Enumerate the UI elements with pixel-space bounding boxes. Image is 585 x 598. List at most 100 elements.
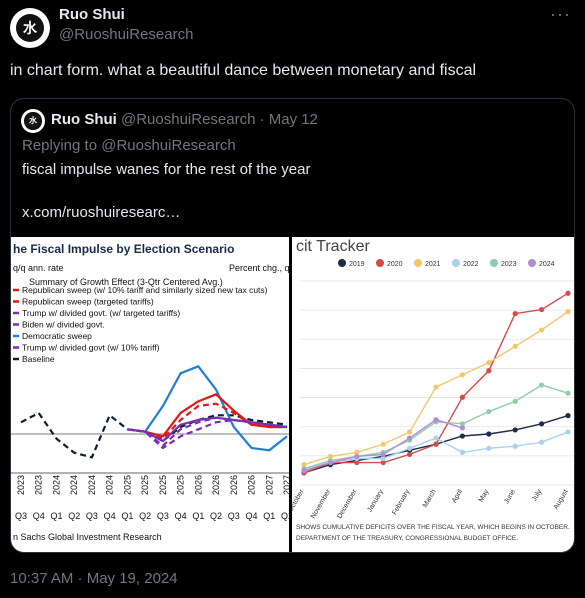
tracker-point-3-9: [539, 439, 545, 445]
quoted-avatar-logo: 水: [28, 116, 37, 126]
year-tick-13: 2026: [247, 475, 257, 495]
legend-label-0: Republican sweep (w/ 10% tariff and simi…: [22, 285, 268, 295]
tracker-point-1-2: [354, 459, 360, 466]
tracker-point-4-7: [486, 408, 492, 415]
series-line-4: [127, 416, 288, 448]
legend-label-3: Biden w/ divided govt.: [22, 320, 105, 330]
more-options-icon[interactable]: ···: [550, 4, 571, 24]
tracker-point-3-8: [512, 443, 518, 449]
year-tick-7: 2025: [140, 475, 150, 495]
quarter-tick-1: Q4: [33, 511, 45, 521]
legend-dot-4: [490, 259, 498, 267]
month-tick-5: March: [422, 488, 438, 508]
fiscal-impulse-chart: he Fiscal Impulse by Election Scenario q…: [11, 242, 289, 542]
tracker-point-5-4: [407, 435, 413, 441]
year-tick-5: 2024: [105, 475, 115, 495]
quarter-tick-0: Q3: [15, 511, 27, 521]
tweet-text: in chart form. what a beautiful dance be…: [10, 62, 477, 79]
left-chart-subtitle: Summary of Growth Effect (3-Qtr Centered…: [29, 277, 223, 287]
quarter-tick-9: Q4: [175, 511, 187, 521]
month-tick-1: November: [310, 488, 333, 520]
tracker-point-2-1: [327, 453, 333, 460]
tracker-point-3-7: [486, 445, 492, 451]
tracker-point-1-6: [459, 394, 465, 400]
legend-dot-5: [528, 259, 536, 267]
tracker-point-2-2: [354, 449, 360, 455]
tracker-point-2-3: [380, 441, 386, 447]
year-tick-10: 2026: [193, 475, 203, 495]
legend-label-4: Democratic sweep: [22, 331, 92, 341]
year-tick-8: 2025: [158, 475, 168, 495]
tracker-point-4-6: [459, 421, 465, 427]
image-divider: [289, 237, 292, 552]
quarter-tick-11: Q2: [210, 511, 222, 521]
quarter-tick-8: Q3: [157, 511, 169, 521]
quoted-date[interactable]: · May 12: [259, 111, 318, 128]
series-line-2: [127, 393, 287, 438]
replying-to: Replying to @RuoshuiResearch: [22, 137, 236, 154]
series-line-6: [127, 418, 288, 450]
month-tick-6: April: [451, 488, 464, 504]
quoted-media[interactable]: he Fiscal Impulse by Election Scenario q…: [11, 237, 574, 552]
month-tick-9: July: [531, 488, 544, 503]
replying-to-mention[interactable]: @RuoshuiResearch: [101, 137, 236, 154]
tracker-point-1-7: [486, 368, 492, 374]
quarter-tick-12: Q3: [228, 511, 240, 521]
legend-label-1: Republican sweep (targeted tariffs): [22, 297, 154, 307]
tracker-point-3-10: [565, 429, 571, 435]
quarter-tick-5: Q4: [104, 511, 116, 521]
tracker-point-2-7: [486, 360, 492, 366]
year-tick-6: 2025: [122, 475, 132, 495]
quoted-author-name[interactable]: Ruo Shui: [51, 111, 117, 128]
tracker-point-3-6: [459, 449, 465, 455]
tracker-point-0-7: [486, 431, 492, 437]
quoted-text: fiscal impulse wanes for the rest of the…: [22, 161, 311, 178]
tracker-point-3-4: [407, 445, 413, 451]
left-chart-ylabel: q/q ann. rate: [13, 263, 64, 273]
legend-year-0: 2019: [349, 261, 365, 268]
quarter-tick-15: Q2: [281, 511, 289, 521]
quarter-tick-7: Q2: [139, 511, 151, 521]
quoted-avatar[interactable]: 水: [21, 109, 45, 133]
tracker-point-2-8: [512, 343, 518, 349]
quarter-tick-14: Q1: [263, 511, 275, 521]
author-handle[interactable]: @RuoshuiResearch: [59, 26, 194, 43]
year-tick-4: 2024: [87, 475, 97, 495]
quarter-tick-2: Q1: [50, 511, 62, 521]
series-line-3: [127, 402, 287, 440]
tracker-point-0-9: [539, 421, 545, 427]
month-tick-7: May: [478, 488, 491, 503]
tracker-point-2-0: [301, 462, 307, 468]
quoted-author-handle[interactable]: @RuoshuiResearch: [121, 111, 256, 128]
tracker-point-1-3: [380, 459, 386, 466]
author-name[interactable]: Ruo Shui: [59, 6, 125, 23]
legend-year-5: 2024: [539, 261, 555, 268]
tracker-point-4-10: [565, 390, 571, 396]
year-tick-12: 2026: [229, 475, 239, 495]
quoted-tweet[interactable]: 水 Ruo Shui @RuoshuiResearch · May 12 Rep…: [10, 98, 575, 553]
tracker-point-4-8: [512, 398, 518, 404]
year-tick-14: 2027: [264, 475, 274, 495]
legend-year-2: 2021: [425, 261, 441, 268]
tracker-point-2-6: [459, 372, 465, 378]
left-chart-ylabel-right: Percent chg., q: [229, 263, 289, 273]
legend-label-5: Trump w/ divided govt (w/ 10% tariff): [22, 343, 160, 353]
avatar-logo: 水: [22, 20, 37, 37]
timestamp[interactable]: 10:37 AM · May 19, 2024: [10, 570, 178, 587]
tracker-point-5-5: [433, 417, 439, 423]
month-tick-10: August: [553, 488, 570, 510]
tracker-point-0-8: [512, 427, 518, 433]
quoted-link[interactable]: x.com/ruoshuiresearc…: [22, 204, 181, 221]
tracker-point-1-4: [407, 451, 413, 457]
tracker-point-3-5: [433, 435, 439, 441]
month-tick-8: June: [503, 488, 517, 505]
tracker-point-4-9: [539, 382, 545, 388]
month-tick-0: October: [292, 488, 306, 514]
tracker-point-2-4: [407, 429, 413, 435]
series-line-1: [127, 364, 288, 452]
replying-to-prefix: Replying to: [22, 137, 102, 154]
year-tick-11: 2026: [211, 475, 221, 495]
year-tick-9: 2025: [176, 475, 186, 495]
avatar[interactable]: 水: [10, 8, 50, 48]
tracker-point-1-5: [433, 441, 439, 447]
